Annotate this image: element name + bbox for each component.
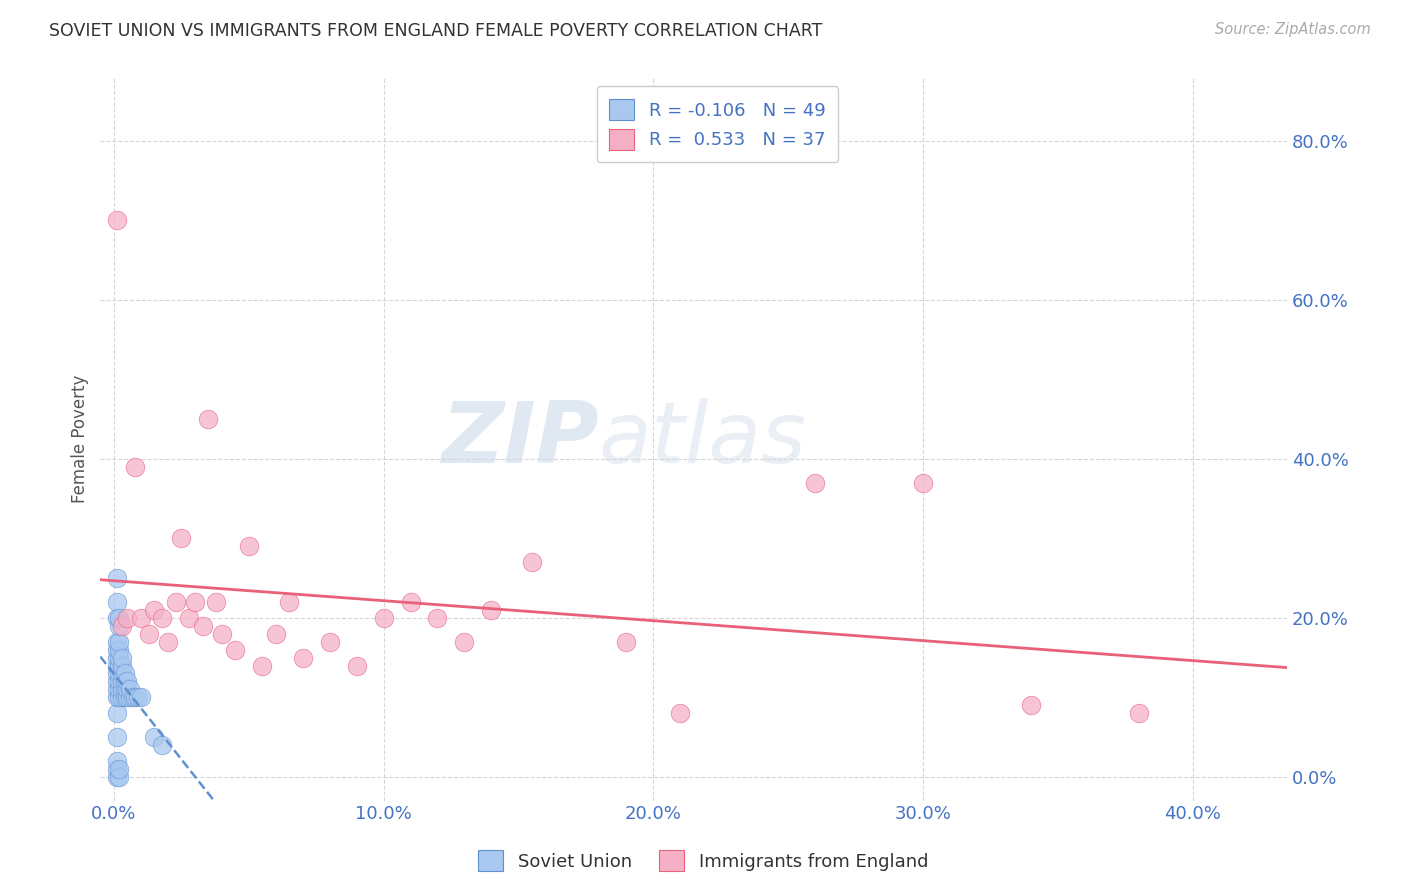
Point (108, 690, 131, 705)
Point (105, 674, 128, 689)
Point (105, 754, 128, 768)
Point (124, 690, 146, 705)
Point (105, 666, 128, 681)
Point (426, 611, 449, 625)
Point (250, 658, 273, 673)
Point (238, 539, 260, 553)
Point (318, 634, 340, 648)
Point (264, 626, 287, 640)
Point (224, 642, 246, 657)
Point (105, 690, 128, 705)
Point (111, 674, 134, 689)
Point (156, 634, 179, 648)
Point (114, 682, 136, 697)
Point (105, 730, 128, 744)
Point (1019, 698, 1042, 713)
Point (117, 690, 139, 705)
Point (150, 611, 173, 625)
Point (179, 611, 201, 625)
Point (105, 571, 128, 585)
Point (105, 770, 128, 784)
Text: atlas: atlas (599, 398, 807, 481)
Point (520, 555, 543, 569)
Point (111, 658, 134, 673)
Point (911, 475, 934, 490)
Point (105, 642, 128, 657)
Point (108, 762, 131, 776)
Point (111, 690, 134, 705)
Point (346, 658, 368, 673)
Legend: Soviet Union, Immigrants from England: Soviet Union, Immigrants from England (471, 843, 935, 879)
Point (105, 650, 128, 665)
Point (108, 674, 131, 689)
Point (108, 619, 131, 633)
Point (150, 738, 173, 752)
Point (105, 595, 128, 609)
Text: Source: ZipAtlas.com: Source: ZipAtlas.com (1215, 22, 1371, 37)
Point (111, 650, 134, 665)
Point (105, 762, 128, 776)
Point (108, 658, 131, 673)
Point (184, 595, 207, 609)
Point (143, 730, 166, 744)
Text: SOVIET UNION VS IMMIGRANTS FROM ENGLAND FEMALE POVERTY CORRELATION CHART: SOVIET UNION VS IMMIGRANTS FROM ENGLAND … (49, 22, 823, 40)
Point (1128, 706, 1150, 721)
Point (211, 626, 233, 640)
Point (138, 626, 160, 640)
Point (278, 595, 301, 609)
Point (105, 706, 128, 721)
Point (191, 619, 214, 633)
Point (111, 619, 134, 633)
Point (373, 611, 395, 625)
Point (114, 666, 136, 681)
Point (118, 682, 141, 697)
Point (108, 650, 131, 665)
Point (129, 611, 152, 625)
Point (129, 690, 152, 705)
Point (114, 690, 136, 705)
Point (804, 475, 827, 490)
Point (105, 634, 128, 648)
Point (108, 770, 131, 784)
Point (111, 666, 134, 681)
Point (108, 611, 131, 625)
Point (205, 595, 228, 609)
Point (121, 690, 143, 705)
Point (105, 658, 128, 673)
Point (117, 682, 139, 697)
Point (165, 595, 187, 609)
Point (105, 682, 128, 697)
Point (143, 603, 166, 617)
Point (127, 690, 149, 705)
Point (399, 595, 422, 609)
Point (669, 706, 692, 721)
Point (481, 603, 503, 617)
Point (114, 674, 136, 689)
Point (108, 642, 131, 657)
Point (111, 682, 134, 697)
Point (170, 532, 193, 546)
Point (117, 674, 139, 689)
Point (108, 634, 131, 648)
Point (291, 650, 314, 665)
Y-axis label: Female Poverty: Female Poverty (72, 375, 89, 503)
Point (108, 682, 131, 697)
Point (453, 634, 475, 648)
Point (124, 459, 146, 474)
Text: ZIP: ZIP (441, 398, 599, 481)
Point (197, 412, 219, 426)
Point (108, 666, 131, 681)
Point (118, 690, 141, 705)
Point (117, 611, 139, 625)
Legend: R = -0.106   N = 49, R =  0.533   N = 37: R = -0.106 N = 49, R = 0.533 N = 37 (596, 87, 838, 162)
Point (105, 213, 128, 227)
Point (614, 634, 637, 648)
Point (105, 611, 128, 625)
